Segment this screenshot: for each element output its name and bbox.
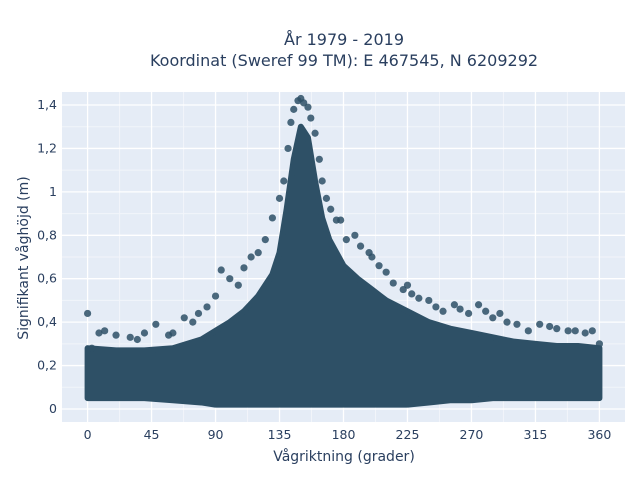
- y-tick-label: 1: [49, 184, 57, 199]
- scatter-point: [425, 296, 433, 305]
- scatter-point: [564, 327, 572, 335]
- scatter-point: [318, 177, 326, 185]
- scatter-point: [194, 309, 203, 318]
- scatter-point: [211, 292, 220, 300]
- scatter-point: [337, 216, 345, 224]
- scatter-point: [247, 253, 255, 261]
- scatter-points: [83, 94, 604, 408]
- x-tick-label: 135: [268, 427, 292, 442]
- chart-title-line-1: År 1979 - 2019: [284, 30, 404, 49]
- scatter-point: [112, 331, 120, 339]
- scatter-point: [101, 327, 109, 335]
- scatter-dense-cloud: [84, 123, 603, 408]
- scatter-point: [180, 314, 188, 322]
- scatter-point: [268, 214, 277, 222]
- scatter-point: [474, 301, 483, 309]
- scatter-point: [322, 194, 331, 202]
- y-tick-label: 1,4: [37, 97, 57, 112]
- scatter-point: [304, 103, 312, 111]
- scatter-point: [280, 177, 288, 185]
- y-tick-label: 0,6: [37, 271, 57, 286]
- y-axis-ticks: 0 0,2 0,4 0,6 0,8 1 1,2 1,4: [37, 97, 57, 416]
- scatter-point: [553, 325, 561, 333]
- scatter-point: [287, 118, 295, 126]
- scatter-point: [351, 231, 359, 239]
- scatter-point: [307, 114, 315, 122]
- scatter-point: [456, 305, 464, 313]
- scatter-point: [342, 236, 350, 244]
- x-tick-label: 315: [524, 427, 548, 442]
- scatter-point: [489, 314, 497, 322]
- y-tick-label: 0,2: [37, 358, 57, 373]
- scatter-point: [169, 329, 177, 337]
- scatter-point: [95, 329, 103, 337]
- scatter-point: [496, 309, 504, 318]
- scatter-point: [275, 194, 284, 202]
- scatter-point: [439, 307, 447, 315]
- scatter-point: [403, 281, 412, 289]
- x-tick-label: 90: [208, 427, 224, 442]
- scatter-point: [382, 268, 390, 276]
- scatter-point: [571, 327, 579, 335]
- scatter-point: [83, 309, 92, 318]
- x-tick-label: 180: [332, 427, 356, 442]
- scatter-point: [88, 344, 96, 352]
- scatter-point: [482, 307, 490, 315]
- scatter-point: [588, 327, 596, 335]
- scatter-point: [315, 155, 323, 163]
- scatter-point: [203, 303, 211, 311]
- scatter-point: [152, 320, 160, 328]
- scatter-point: [595, 340, 604, 348]
- x-tick-label: 0: [84, 427, 92, 442]
- scatter-point: [408, 290, 416, 298]
- scatter-point: [133, 335, 141, 344]
- scatter-point: [356, 242, 365, 250]
- scatter-point: [217, 266, 225, 274]
- scatter-point: [432, 303, 440, 311]
- scatter-point: [581, 329, 589, 337]
- scatter-point: [140, 329, 149, 337]
- x-tick-label: 360: [587, 427, 611, 442]
- chart-title-line-2: Koordinat (Sweref 99 TM): E 467545, N 62…: [150, 51, 538, 70]
- x-tick-label: 225: [396, 427, 420, 442]
- scatter-point: [503, 318, 511, 326]
- scatter-point: [311, 129, 319, 137]
- scatter-point: [226, 275, 234, 283]
- scatter-point: [284, 144, 292, 153]
- y-tick-label: 0,8: [37, 227, 57, 242]
- scatter-point: [375, 262, 383, 270]
- y-axis-label: Signifikant våghöjd (m): [15, 176, 32, 339]
- x-axis-ticks: 0 45 90 135 180 225 270 315 360: [84, 427, 612, 442]
- y-tick-label: 1,2: [37, 140, 57, 155]
- scatter-point: [240, 264, 248, 272]
- x-tick-label: 270: [460, 427, 484, 442]
- scatter-point: [254, 249, 262, 257]
- scatter-point: [389, 279, 397, 287]
- scatter-point: [450, 301, 458, 309]
- scatter-point: [415, 294, 423, 302]
- scatter-point: [189, 318, 197, 326]
- scatter-point: [546, 322, 554, 331]
- scatter-point: [290, 105, 298, 113]
- scatter-point: [327, 205, 335, 213]
- y-tick-label: 0,4: [37, 314, 57, 329]
- scatter-point: [513, 320, 521, 328]
- scatter-point: [126, 333, 134, 341]
- y-tick-label: 0: [49, 401, 57, 416]
- scatter-point: [368, 253, 376, 261]
- x-tick-label: 45: [144, 427, 160, 442]
- scatter-point: [524, 327, 532, 335]
- scatter-point: [234, 281, 242, 289]
- scatter-point: [536, 320, 544, 328]
- scatter-point: [465, 309, 473, 318]
- scatter-point: [261, 236, 269, 244]
- x-axis-label: Vågriktning (grader): [273, 448, 415, 465]
